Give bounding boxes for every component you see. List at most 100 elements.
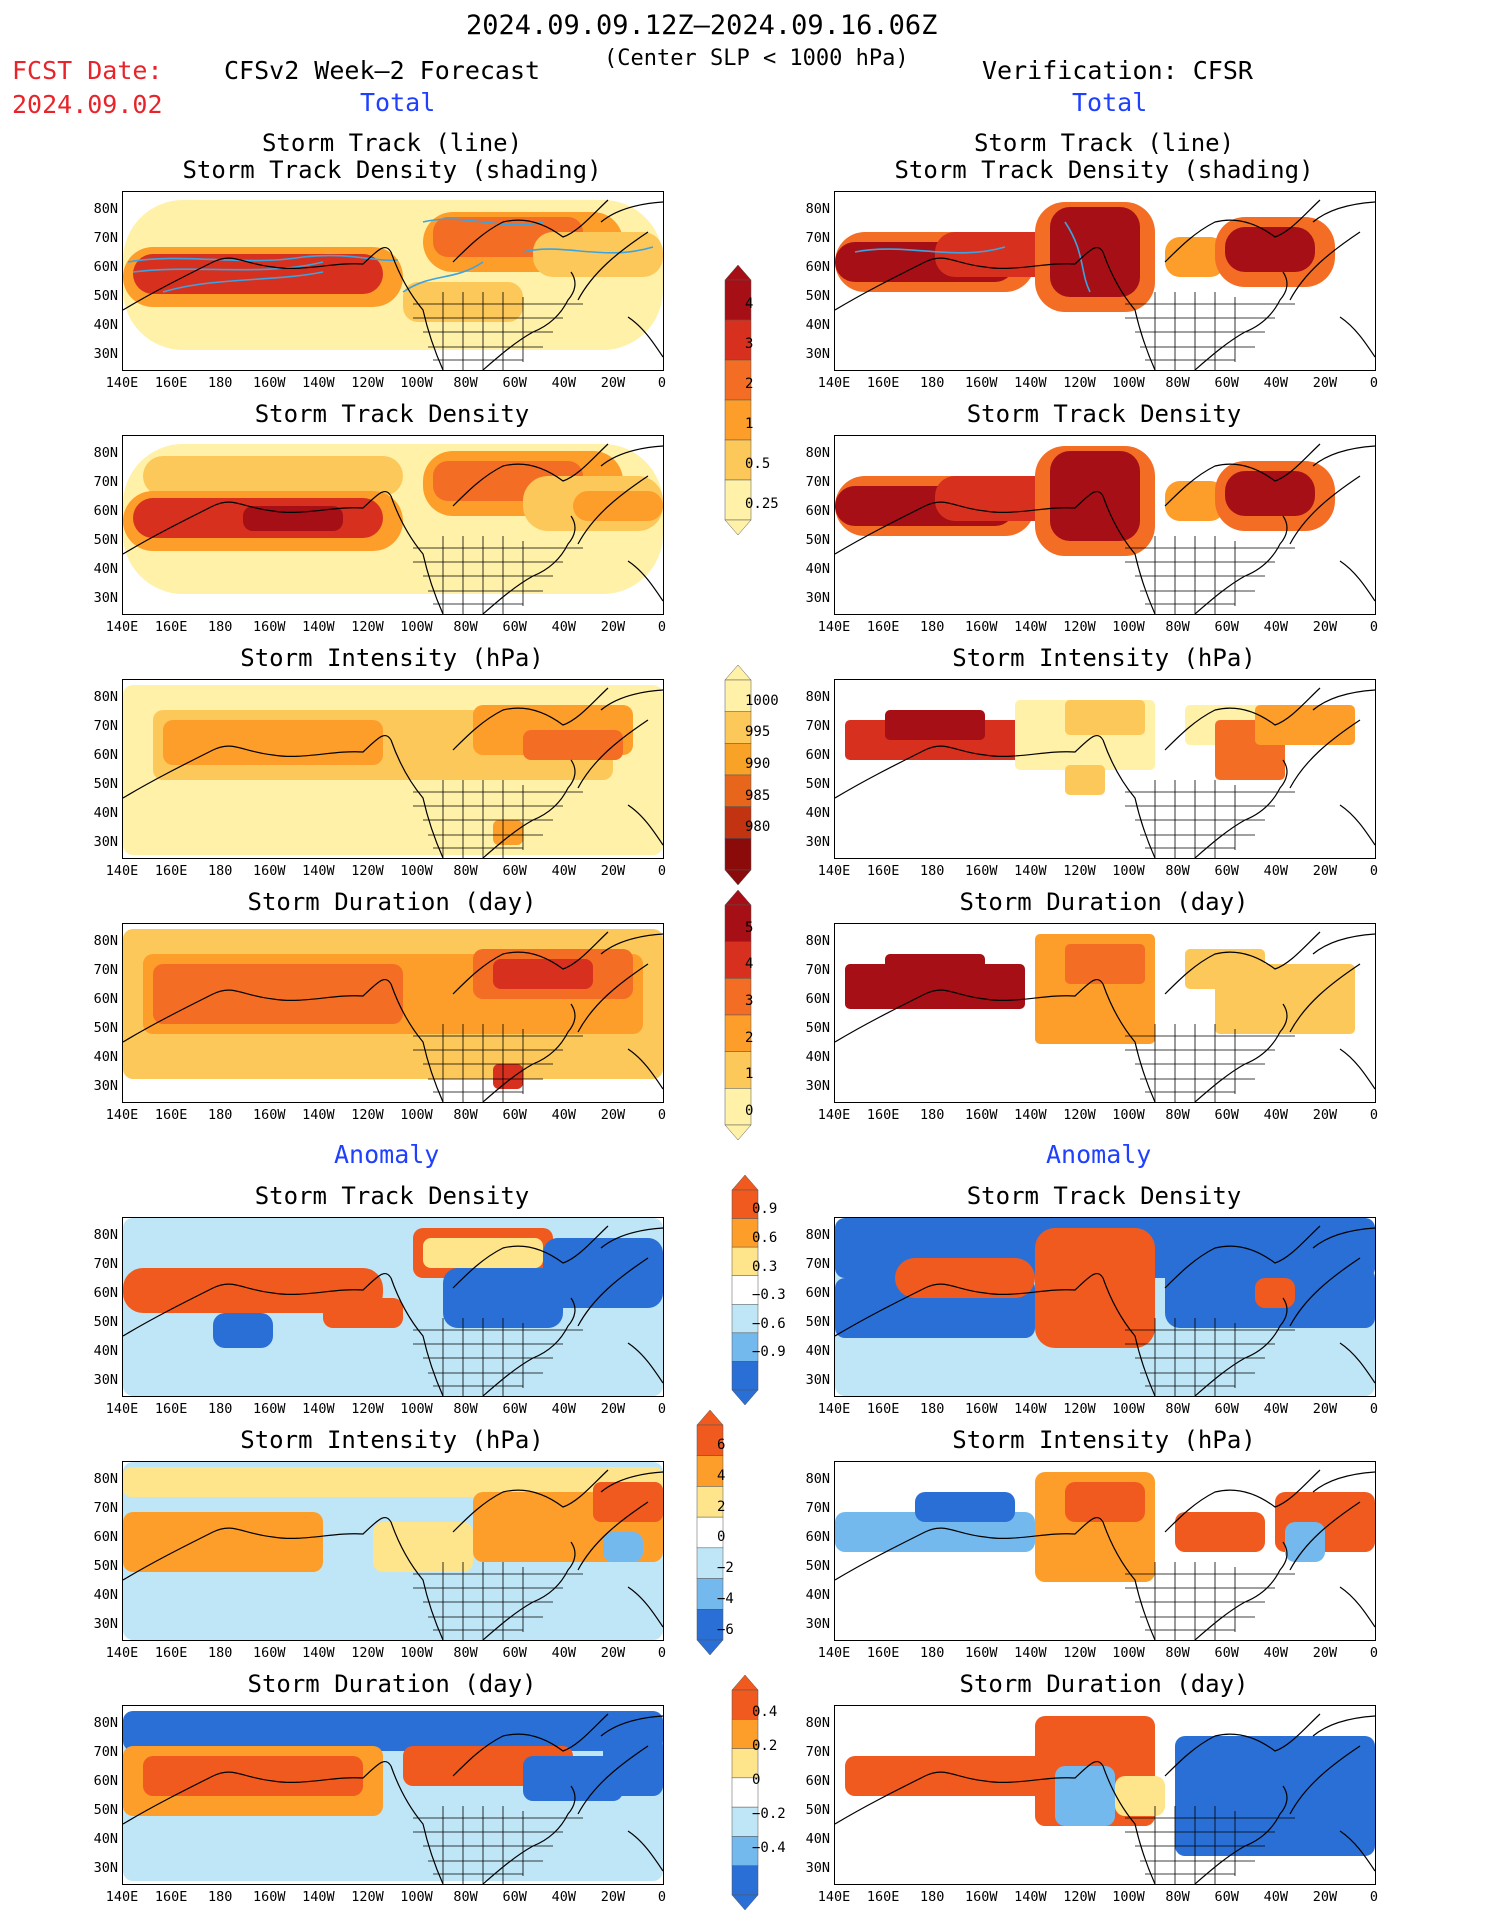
section-anomaly-right: Anomaly [1046,1140,1152,1169]
lat-tick-label: 60N [805,747,830,763]
map-svg [123,443,663,614]
coastline [600,445,663,467]
colorbar-swatch [731,1332,759,1362]
lon-tick-label: 80W [1165,1889,1190,1905]
slp-note: (Center SLP < 1000 hPa) [604,46,909,71]
coastline [390,1765,444,1884]
colorbar-swatch [731,1836,759,1866]
lat-tick-label: 70N [805,474,830,490]
coastline [1312,445,1375,467]
lon-tick-label: 20W [600,1645,626,1661]
shaded-region [153,964,403,1024]
lat-tick-label: 50N [93,1020,118,1036]
lat-tick-label: 50N [805,1314,830,1330]
shaded-region [523,1756,623,1801]
right-model-title: Verification: CFSR [982,56,1253,85]
lat-tick-label: 30N [805,1078,830,1094]
shaded-region [1065,944,1145,984]
lon-tick-label: 160E [154,1107,188,1123]
shaded-region [1065,700,1145,735]
coastline [123,1761,392,1825]
coastline [1339,1586,1375,1628]
lon-tick-label: 80W [453,1889,478,1905]
lon-tick-label: 180 [919,1889,945,1905]
lat-tick-label: 50N [93,1558,118,1574]
coastline [627,1830,663,1872]
colorbar-top-arrow [724,665,752,681]
lat-tick-label: 80N [805,1227,830,1243]
lat-tick-label: 40N [805,561,830,577]
coastline [1194,271,1288,370]
shaded-region [885,954,985,984]
coastline [482,515,576,614]
lon-tick-label: 60W [1214,1645,1239,1661]
lon-tick-label: 0 [657,1401,667,1417]
lat-tick-label: 80N [93,933,118,949]
coastline [577,475,649,545]
lon-tick-label: 100W [1112,619,1145,635]
lon-tick-label: 180 [207,375,233,391]
colorbar-label: −0.9 [752,1344,786,1361]
shaded-region [133,254,383,294]
coastline [390,1521,444,1640]
lat-tick-label: 50N [805,1802,830,1818]
lon-tick-label: 20W [600,863,626,879]
lat-tick-label: 70N [93,230,118,246]
shaded-region [603,1532,643,1562]
coastline [1312,1227,1375,1249]
colorbar-label: 4 [745,296,754,312]
coastline [123,979,392,1043]
coastline [1289,963,1361,1033]
map-panel-anom-intensity-right [834,1461,1376,1641]
lon-tick-label: 180 [207,863,233,879]
colorbar-swatch [724,978,752,1016]
colorbar-label: 0.9 [752,1201,778,1218]
left-model-title: CFSv2 Week–2 Forecast [224,56,541,85]
shaded-region [1285,1522,1325,1562]
shaded-region [1175,1736,1375,1856]
lon-tick-label: 140W [302,375,335,391]
colorbar-label: −2 [717,1560,734,1577]
storm-track-line [402,261,484,293]
lat-tick-label: 30N [805,1372,830,1388]
coastline [1194,1785,1288,1884]
lon-tick-label: 0 [1369,1889,1379,1905]
lat-tick-label: 30N [805,590,830,606]
lon-tick-label: 140W [302,1107,335,1123]
lon-tick-label: 0 [1369,375,1379,391]
map-panel-density-right [834,435,1376,615]
lon-tick-label: 40W [1263,1401,1288,1417]
colorbar-label: −0.4 [752,1840,786,1857]
colorbar-label: 2 [717,1498,726,1515]
lon-tick-label: 140E [105,1889,139,1905]
map-panel-anom-intensity-left [122,1461,664,1641]
lat-tick-label: 70N [93,1500,118,1516]
lon-tick-label: 40W [1263,375,1288,391]
lon-tick-label: 100W [400,375,433,391]
lon-tick-label: 140W [1014,1401,1047,1417]
lon-tick-label: 120W [1063,863,1096,879]
lon-tick-label: 40W [551,619,576,635]
title-duration-right: Storm Duration (day) [959,888,1249,916]
shaded-region [885,710,985,740]
lat-tick-label: 40N [93,317,118,333]
coastline [1164,1469,1321,1533]
lon-tick-label: 0 [657,1889,667,1905]
colorbar-label: 0.3 [752,1258,778,1275]
lat-tick-label: 70N [805,962,830,978]
colorbar-swatch [724,679,752,712]
coastline [627,1586,663,1628]
lat-tick-label: 50N [93,776,118,792]
coastline [1289,719,1361,789]
map-panel-duration-left [122,923,664,1103]
coastline [627,560,663,602]
map-panel-anom-density-left [122,1217,664,1397]
map-svg [835,199,1375,370]
lon-tick-label: 20W [1312,1107,1338,1123]
lon-tick-label: 100W [1112,375,1145,391]
colorbar-swatch [724,941,752,979]
lat-tick-label: 30N [93,1860,118,1876]
lat-tick-label: 50N [805,1558,830,1574]
lat-tick-label: 60N [93,1285,118,1301]
shaded-region [915,1492,1015,1522]
